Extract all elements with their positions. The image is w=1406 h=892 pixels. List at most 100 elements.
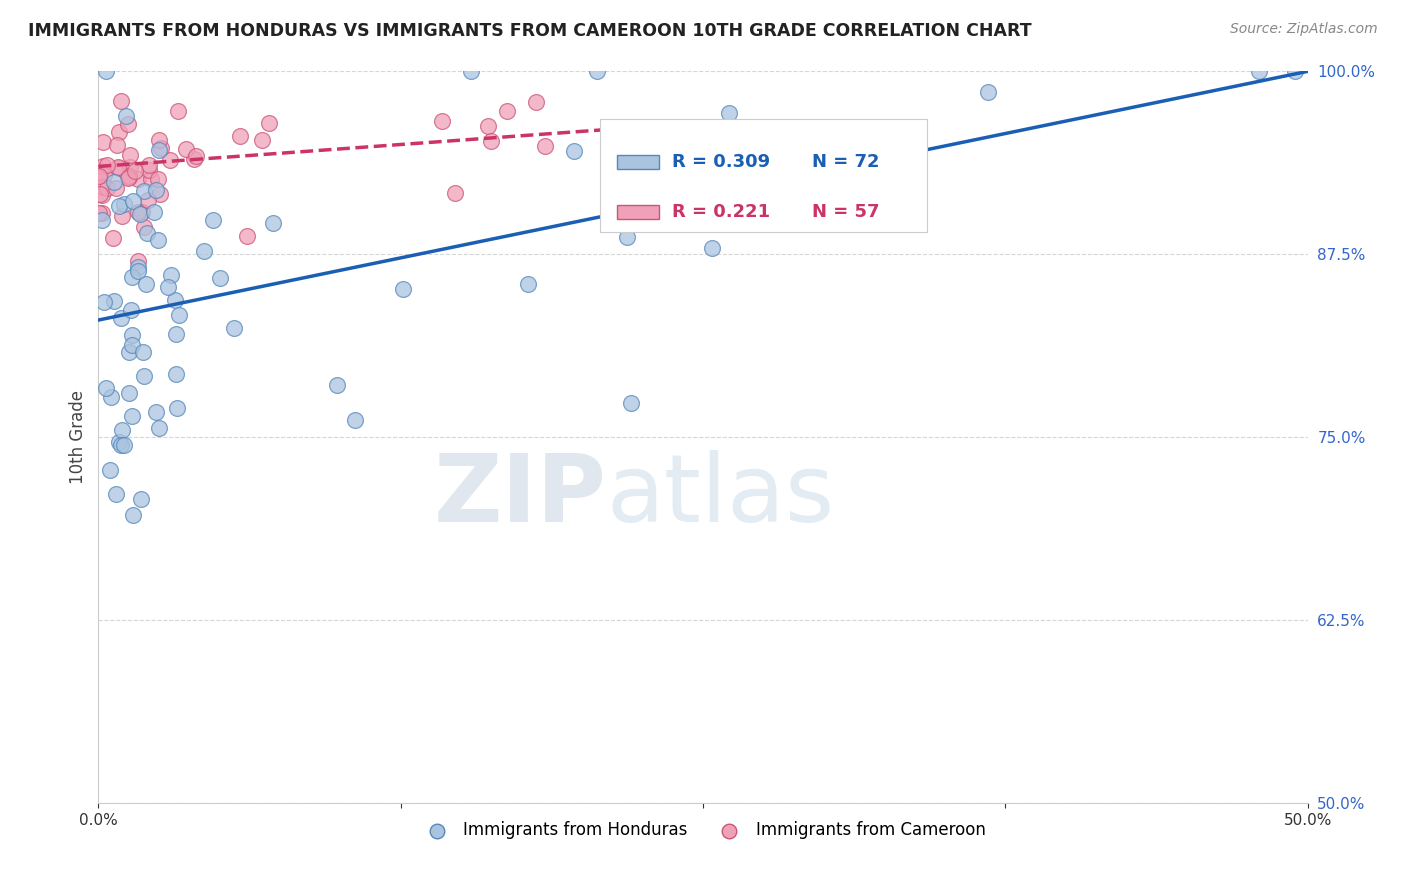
Point [496,104,519,119]
Point [717,106,740,120]
Point [259,116,281,130]
Point [107,160,129,174]
Legend: Immigrants from Honduras, Immigrants from Cameroon: Immigrants from Honduras, Immigrants fro… [413,814,993,846]
Point [134,184,156,198]
Point [326,377,349,392]
Point [87,206,110,220]
Point [149,187,172,202]
Point [89,187,111,202]
Text: ZIP: ZIP [433,450,606,541]
Point [222,321,245,335]
Point [127,260,149,275]
Point [120,303,142,318]
Point [91,135,114,149]
Point [90,206,112,220]
Point [138,158,160,172]
Y-axis label: 10th Grade: 10th Grade [69,390,87,484]
Point [166,401,188,416]
Point [613,194,636,208]
Point [201,212,224,227]
Point [117,170,139,185]
Point [91,180,114,194]
Point [148,143,170,157]
Point [159,153,181,168]
Point [127,205,149,219]
Point [562,144,585,158]
Point [250,133,273,147]
Point [127,171,149,186]
Point [118,345,141,359]
Point [89,169,111,183]
Point [460,64,482,78]
Point [129,492,152,507]
Point [117,385,139,400]
Point [157,279,180,293]
Point [107,434,129,449]
Point [98,463,121,477]
Point [117,117,139,131]
Point [108,125,131,139]
Point [209,271,232,285]
Point [169,309,191,323]
Point [620,396,643,410]
Point [110,310,132,325]
Point [165,367,187,381]
Point [127,253,149,268]
Point [477,119,499,133]
Point [392,282,415,296]
Point [111,209,134,223]
Point [121,194,143,208]
Point [174,142,197,156]
Point [90,163,112,178]
Point [108,161,131,175]
Point [977,85,1000,99]
Point [118,169,141,183]
Point [114,109,136,123]
Text: atlas: atlas [606,450,835,541]
Point [193,244,215,258]
Point [134,219,156,234]
Point [166,103,188,118]
Point [121,338,143,352]
Point [104,181,127,195]
Point [111,424,134,438]
Point [228,129,250,144]
Point [148,133,170,147]
Point [159,268,181,283]
Point [96,158,118,172]
Point [127,264,149,278]
Point [236,229,259,244]
Point [149,141,172,155]
Point [586,64,609,78]
Point [94,64,117,78]
Point [103,231,125,245]
Point [138,163,160,178]
Point [148,171,170,186]
Point [124,163,146,178]
Text: IMMIGRANTS FROM HONDURAS VS IMMIGRANTS FROM CAMEROON 10TH GRADE CORRELATION CHAR: IMMIGRANTS FROM HONDURAS VS IMMIGRANTS F… [28,22,1032,40]
Point [143,205,166,219]
Point [145,183,167,197]
Point [112,438,135,452]
Point [184,149,207,163]
Text: Source: ZipAtlas.com: Source: ZipAtlas.com [1230,22,1378,37]
Point [90,188,112,202]
Point [614,157,637,171]
Point [135,227,157,241]
Point [131,205,153,219]
Point [432,114,454,128]
Point [96,180,118,194]
Point [104,486,127,500]
Point [96,381,118,395]
Point [93,168,115,182]
Point [120,160,142,174]
Point [616,230,638,244]
Point [91,213,114,227]
Point [148,421,170,435]
Point [1284,64,1306,78]
Point [108,199,131,213]
Point [121,328,143,343]
Point [112,197,135,211]
Point [100,390,122,404]
Point [110,438,132,452]
